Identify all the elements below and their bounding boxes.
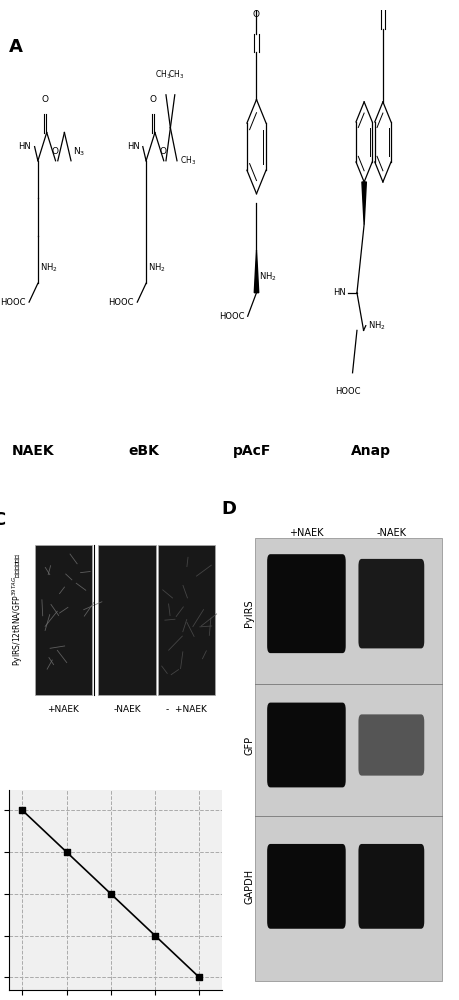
- Text: -NAEK: -NAEK: [375, 528, 405, 538]
- FancyBboxPatch shape: [267, 703, 345, 787]
- Text: -NAEK: -NAEK: [113, 705, 140, 714]
- Polygon shape: [361, 182, 365, 224]
- FancyBboxPatch shape: [267, 554, 345, 653]
- Text: HOOC: HOOC: [108, 298, 134, 307]
- Text: C: C: [0, 511, 6, 529]
- Text: GFP: GFP: [244, 735, 253, 755]
- Point: [195, 969, 202, 985]
- Text: eBK: eBK: [128, 444, 159, 458]
- Text: O: O: [252, 10, 259, 19]
- Text: Anap: Anap: [351, 444, 391, 458]
- Text: A: A: [9, 38, 23, 56]
- FancyBboxPatch shape: [358, 844, 423, 929]
- Bar: [157, 545, 215, 695]
- Text: CH$_3$: CH$_3$: [180, 155, 196, 167]
- Bar: [255, 538, 442, 981]
- Text: NAEK: NAEK: [12, 444, 55, 458]
- Text: pAcF: pAcF: [232, 444, 271, 458]
- Text: +NAEK: +NAEK: [289, 528, 323, 538]
- Text: O: O: [41, 95, 48, 104]
- Text: O: O: [159, 147, 166, 156]
- FancyBboxPatch shape: [358, 559, 423, 648]
- Point: [151, 928, 158, 944]
- Text: HOOC: HOOC: [335, 387, 360, 396]
- Text: HN: HN: [332, 288, 345, 297]
- Bar: [98, 545, 155, 695]
- Text: NH$_2$: NH$_2$: [40, 261, 57, 274]
- Point: [19, 802, 26, 818]
- Text: HOOC: HOOC: [0, 298, 26, 307]
- Text: NH$_2$: NH$_2$: [148, 261, 166, 274]
- Text: HN: HN: [18, 142, 31, 151]
- Text: N$_3$: N$_3$: [73, 145, 85, 158]
- Text: +NAEK: +NAEK: [47, 705, 79, 714]
- FancyBboxPatch shape: [358, 714, 423, 776]
- Point: [63, 844, 70, 860]
- Text: GAPDH: GAPDH: [244, 869, 253, 904]
- Text: O: O: [149, 95, 156, 104]
- Text: D: D: [221, 500, 236, 518]
- FancyBboxPatch shape: [267, 844, 345, 929]
- Text: CH$_3$: CH$_3$: [168, 68, 184, 81]
- Text: -  +NAEK: - +NAEK: [166, 705, 207, 714]
- Point: [107, 886, 114, 902]
- Text: NH$_2$: NH$_2$: [258, 271, 276, 283]
- Text: NH$_2$: NH$_2$: [367, 319, 385, 332]
- Text: HN: HN: [126, 142, 139, 151]
- Text: O: O: [51, 147, 58, 156]
- Polygon shape: [254, 250, 258, 293]
- Text: PyIRS: PyIRS: [244, 599, 253, 627]
- Text: HOOC: HOOC: [218, 312, 244, 321]
- Text: PyIRS/12tRNA/GFP$^{39TAG}$单克隆细胞系: PyIRS/12tRNA/GFP$^{39TAG}$单克隆细胞系: [11, 552, 25, 666]
- Bar: [34, 545, 92, 695]
- Text: CH$_3$: CH$_3$: [154, 68, 170, 81]
